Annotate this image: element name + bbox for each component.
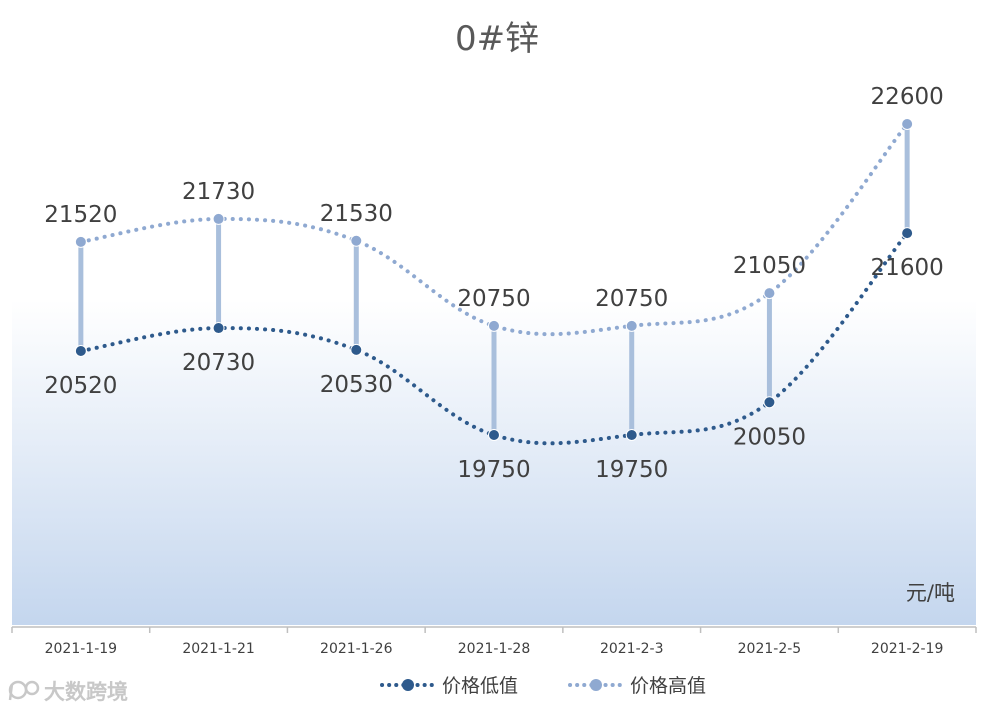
series-point-high-4: [625, 319, 638, 332]
data-label-high-2: 21530: [320, 201, 393, 227]
series-layer: [74, 118, 914, 446]
chart-title: 0#锌: [455, 19, 539, 59]
x-tick-label-5: 2021-2-5: [738, 641, 802, 657]
series-point-low-0: [74, 344, 87, 357]
data-label-low-4: 19750: [595, 457, 668, 483]
data-label-high-0: 21520: [44, 202, 117, 228]
series-point-high-0: [74, 235, 87, 248]
x-tick-label-2: 2021-1-26: [320, 641, 393, 657]
series-point-low-3: [488, 429, 500, 441]
x-tick-label-0: 2021-1-19: [45, 641, 117, 657]
x-tick-label-1: 2021-1-21: [182, 641, 254, 657]
series-point-high-3: [488, 319, 500, 332]
x-tick-label-4: 2021-2-3: [600, 641, 664, 657]
data-labels-layer: 20520 20730 20530 19750 19750 20050 21600 21520…: [44, 84, 943, 483]
series-point-low-2: [350, 343, 363, 356]
data-label-low-3: 19750: [457, 457, 530, 483]
data-label-low-1: 20730: [182, 350, 255, 376]
camera-logo-icon: [8, 680, 40, 701]
unit-label: 元/吨: [906, 581, 955, 605]
series-point-low-1: [212, 322, 225, 335]
series-point-low-6: [901, 227, 914, 240]
legend-label-0: 价格低值: [442, 675, 518, 697]
legend: 价格低值 价格高值: [380, 675, 706, 697]
series-point-high-5: [763, 287, 776, 300]
series-point-high-6: [901, 118, 914, 130]
data-label-low-0: 20520: [44, 373, 117, 399]
series-point-low-5: [763, 396, 776, 409]
data-label-low-5: 20050: [733, 424, 806, 450]
data-label-low-2: 20530: [320, 372, 393, 398]
data-label-high-6: 22600: [871, 84, 944, 110]
watermark-text: 大数跨境: [44, 680, 128, 704]
x-axis: 2021-1-19 2021-1-21 2021-1-26 2021-1-28 2021…: [11, 626, 977, 657]
legend-marker-1: [590, 679, 602, 691]
data-label-high-4: 20750: [595, 286, 668, 312]
data-label-high-1: 21730: [182, 179, 255, 205]
watermark: 大数跨境: [8, 680, 128, 704]
data-label-high-5: 21050: [733, 253, 806, 279]
legend-marker-0: [402, 679, 414, 691]
data-label-high-3: 20750: [457, 286, 530, 312]
x-tick-label-6: 2021-2-19: [871, 641, 943, 657]
series-point-high-2: [350, 234, 363, 247]
legend-label-1: 价格高值: [630, 675, 706, 697]
data-label-low-6: 21600: [871, 255, 944, 281]
connectors-layer: [78, 121, 910, 438]
x-tick-label-3: 2021-1-28: [458, 641, 530, 657]
series-point-high-1: [212, 212, 225, 225]
series-point-low-4: [625, 429, 638, 441]
